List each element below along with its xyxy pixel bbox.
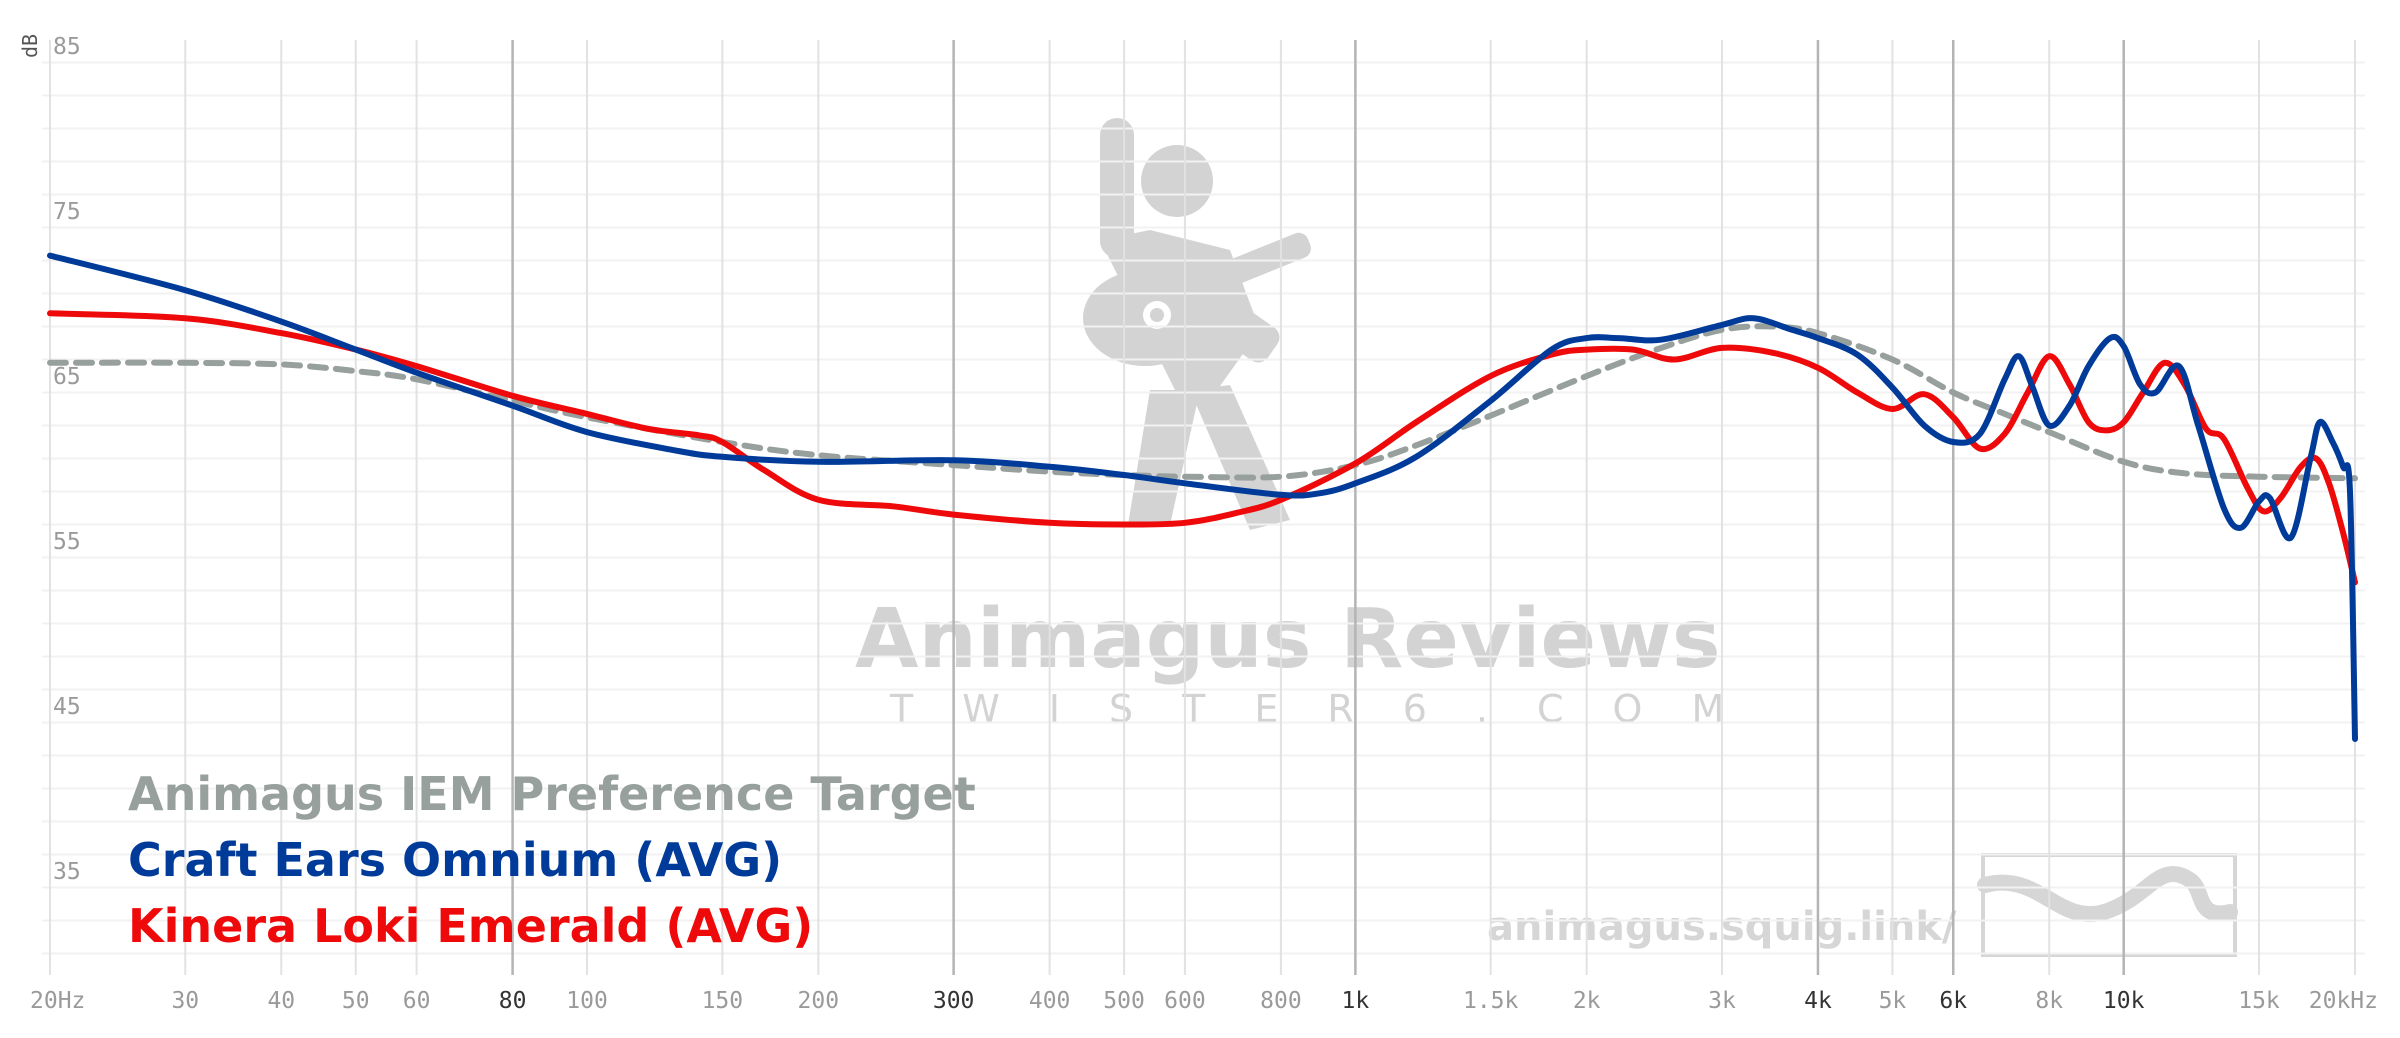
squiggle-logo-icon [1977, 853, 2238, 957]
y-tick-label: 75 [53, 199, 81, 225]
guitarist-icon [1083, 118, 1311, 530]
y-tick-label: 35 [53, 859, 81, 885]
x-tick-label: 40 [267, 988, 295, 1014]
legend-entry[interactable]: Kinera Loki Emerald (AVG) [128, 899, 813, 953]
x-tick-label: 10k [2103, 988, 2145, 1014]
x-tick-label: 200 [798, 988, 840, 1014]
x-tick-label: 60 [403, 988, 431, 1014]
x-tick-label: 30 [171, 988, 199, 1014]
x-tick-label: 2k [1573, 988, 1601, 1014]
x-tick-label: 100 [566, 988, 608, 1014]
legend: Animagus IEM Preference Target Craft Ears… [128, 767, 976, 953]
y-axis-unit: dB [18, 34, 42, 58]
y-tick-label: 85 [53, 34, 81, 60]
x-tick-label: 8k [2035, 988, 2063, 1014]
x-tick-label: 800 [1260, 988, 1302, 1014]
x-tick-label: 1.5k [1463, 988, 1519, 1014]
watermark-title: Animagus Reviews [855, 592, 1721, 687]
x-tick-label: 15k [2238, 988, 2280, 1014]
y-tick-label: 55 [53, 529, 81, 555]
x-tick-label: 20kHz [2309, 988, 2378, 1014]
series-lines [47, 252, 2358, 742]
watermark-subtitle: TWISTER6.COM [889, 687, 1773, 731]
x-tick-label: 80 [499, 988, 527, 1014]
y-tick-label: 65 [53, 364, 81, 390]
grid [42, 40, 2365, 975]
x-tick-label: 600 [1164, 988, 1206, 1014]
x-tick-label: 500 [1103, 988, 1145, 1014]
x-tick-label: 3k [1708, 988, 1736, 1014]
x-tick-label: 400 [1029, 988, 1071, 1014]
y-axis: 85 75 65 55 45 35 [53, 34, 81, 885]
x-tick-label: 300 [933, 988, 975, 1014]
series-line-kinera-loki-emerald [47, 310, 2358, 586]
x-tick-label: 150 [702, 988, 744, 1014]
x-tick-label: 6k [1939, 988, 1967, 1014]
x-tick-label: 50 [342, 988, 370, 1014]
legend-entry[interactable]: Craft Ears Omnium (AVG) [128, 833, 782, 887]
y-tick-label: 45 [53, 694, 81, 720]
legend-entry[interactable]: Animagus IEM Preference Target [128, 767, 976, 821]
x-tick-label: 20Hz [30, 988, 85, 1014]
series-line-craft-ears-omnium [47, 252, 2358, 742]
x-tick-label: 5k [1879, 988, 1907, 1014]
x-axis: 20Hz 30 40 50 60 80 100 150 200 300 400 500 600 800 1k… [30, 988, 2378, 1014]
x-tick-label: 1k [1342, 988, 1370, 1014]
x-tick-label: 4k [1804, 988, 1832, 1014]
